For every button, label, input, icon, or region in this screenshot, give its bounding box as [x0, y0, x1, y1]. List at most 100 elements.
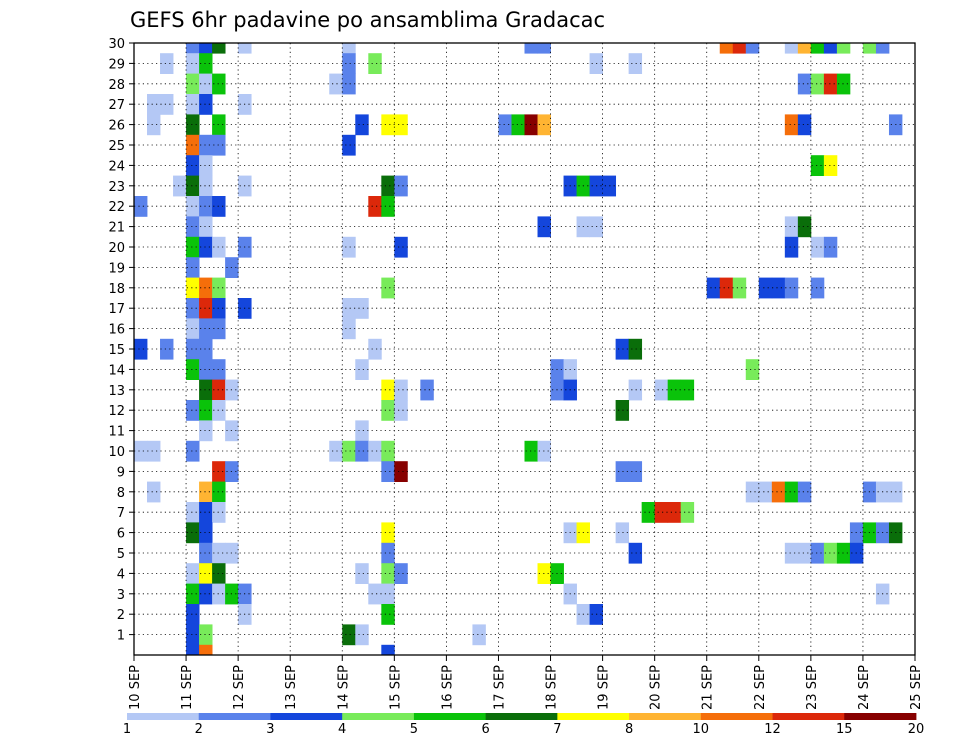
precip-cell-m5-19SEP-12 — [628, 542, 643, 564]
precip-cell-m5-22SEP-18 — [797, 542, 812, 564]
colorbar-swatch-3 — [270, 713, 343, 720]
colorbar-label: 15 — [836, 722, 853, 737]
precip-cell-m29-10SEP-12 — [160, 53, 174, 74]
precip-cell-m5-23SEP-6 — [823, 542, 838, 564]
precip-cell-m21-11SEP-0 — [186, 216, 200, 238]
precip-cell-m18-21SEP-0 — [706, 277, 721, 299]
x-tick-label: 23 SEP — [805, 665, 820, 710]
y-tick-label: 19 — [108, 261, 125, 276]
precip-cell-m21-11SEP-6 — [199, 216, 213, 238]
precip-cell-m5-14SEP-18 — [381, 542, 395, 564]
precip-cell-m1-11SEP-6 — [199, 624, 213, 646]
precip-cell-m10-11SEP-0 — [186, 440, 200, 462]
precip-cell-m21-22SEP-18 — [797, 216, 812, 238]
precip-cell-m30-24SEP-6 — [875, 43, 890, 54]
x-tick-label: 18 SEP — [545, 665, 560, 710]
colorbar-swatch-4 — [342, 713, 415, 720]
precip-cell-m8-22SEP-12 — [784, 481, 799, 503]
precip-cell-m23-11SEP-6 — [199, 175, 213, 197]
precip-cell-m28-13SEP-18 — [329, 73, 343, 95]
precip-cell-m22-10SEP-0 — [134, 196, 148, 217]
precip-cell-m6-14SEP-18 — [381, 522, 395, 544]
precip-cell-m24-11SEP-6 — [199, 155, 213, 176]
precip-cell-m12-11SEP-12 — [212, 400, 226, 421]
precip-cell-m23-10SEP-18 — [173, 175, 187, 197]
y-tick-label: 6 — [117, 527, 125, 542]
precip-cell-m14-11SEP-0 — [186, 359, 200, 380]
precip-cell-m2-11SEP-0 — [186, 604, 200, 625]
precip-cell-m30-12SEP-0 — [238, 43, 252, 54]
y-tick-label: 27 — [108, 98, 125, 113]
precip-cell-m28-14SEP-0 — [342, 73, 356, 95]
y-tick-label: 23 — [108, 180, 125, 195]
precip-cell-m4-11SEP-12 — [212, 563, 226, 584]
precip-cell-m12-15SEP-0 — [394, 400, 408, 421]
colorbar-label: 5 — [410, 722, 418, 737]
y-tick-label: 14 — [108, 363, 125, 378]
precip-cell-m20-23SEP-6 — [823, 236, 838, 258]
precip-cell-m5-23SEP-0 — [810, 542, 825, 564]
precip-cell-m13-20SEP-6 — [667, 379, 682, 401]
y-tick-label: 24 — [108, 159, 125, 174]
precip-cell-m7-20SEP-0 — [654, 502, 669, 523]
precip-cell-m4-11SEP-0 — [186, 563, 200, 584]
colorbar-label: 10 — [693, 722, 710, 737]
precip-cell-m0-14SEP-18 — [381, 644, 395, 656]
precip-cell-m18-21SEP-6 — [719, 277, 734, 299]
precip-cell-m18-21SEP-12 — [732, 277, 747, 299]
colorbar-swatch-7 — [557, 713, 630, 720]
precip-cell-m29-11SEP-6 — [199, 53, 213, 74]
x-tick-label: 20 SEP — [649, 665, 664, 710]
y-tick-label: 10 — [108, 445, 125, 460]
x-tick-label: 22 SEP — [753, 665, 768, 710]
x-tick-label: 19 SEP — [597, 665, 612, 710]
x-tick-label: 11 SEP — [180, 665, 195, 710]
precip-cell-m12-14SEP-18 — [381, 400, 395, 421]
precip-cell-m11-14SEP-6 — [355, 420, 369, 442]
precip-cell-m26-17SEP-6 — [511, 114, 525, 136]
colorbar-label: 3 — [266, 722, 274, 737]
precip-cell-m30-22SEP-18 — [797, 43, 812, 54]
precip-cell-m22-11SEP-6 — [199, 196, 213, 217]
x-tick-label: 21 SEP — [701, 665, 716, 710]
precip-cell-m28-11SEP-12 — [212, 73, 226, 95]
precip-cell-m19-11SEP-0 — [186, 257, 200, 278]
precip-cell-m13-20SEP-0 — [654, 379, 669, 401]
colorbar-label: 20 — [908, 722, 925, 737]
precip-cell-m3-11SEP-6 — [199, 583, 213, 605]
precip-cell-m9-19SEP-6 — [615, 461, 630, 482]
precip-cell-m26-17SEP-12 — [524, 114, 538, 136]
precip-cell-m30-11SEP-12 — [212, 43, 226, 54]
precip-cell-m6-11SEP-6 — [199, 522, 213, 544]
x-tick-label: 24 SEP — [857, 665, 872, 710]
x-tick-label: 15 SEP — [388, 665, 403, 710]
precip-cell-m5-22SEP-12 — [784, 542, 799, 564]
precip-cell-m15-19SEP-12 — [628, 338, 643, 360]
precip-cell-m18-11SEP-12 — [212, 277, 226, 299]
y-tick-label: 4 — [117, 567, 125, 582]
precip-cell-m3-11SEP-0 — [186, 583, 200, 605]
precip-cell-m9-19SEP-12 — [628, 461, 643, 482]
colorbar-label: 2 — [195, 722, 203, 737]
x-tick-label: 25 SEP — [909, 665, 924, 710]
precip-cell-m26-11SEP-0 — [186, 114, 200, 136]
precip-cell-m18-11SEP-6 — [199, 277, 213, 299]
precip-cell-m28-23SEP-0 — [810, 73, 825, 95]
precip-cell-m25-14SEP-0 — [342, 134, 356, 156]
precip-cell-m16-11SEP-0 — [186, 318, 200, 340]
precip-cell-m26-22SEP-12 — [784, 114, 799, 136]
x-axis: 10 SEP 11 SEP 12 SEP 13 SEP 14 SEP 15 SEP 16 S… — [128, 655, 924, 710]
precip-cell-m7-19SEP-18 — [641, 502, 656, 523]
y-tick-label: 16 — [108, 323, 125, 338]
y-tick-label: 12 — [108, 404, 125, 419]
precip-cell-m14-11SEP-12 — [212, 359, 226, 380]
precip-cell-m7-20SEP-6 — [667, 502, 682, 523]
colorbar-label: 4 — [338, 722, 346, 737]
y-tick-label: 21 — [108, 221, 125, 236]
precip-cell-m30-17SEP-12 — [524, 43, 538, 54]
precip-cell-m9-15SEP-0 — [394, 461, 408, 482]
colorbar-label: 1 — [123, 722, 131, 737]
y-tick-label: 5 — [117, 547, 125, 562]
gridlines — [134, 43, 915, 655]
y-tick-label: 7 — [117, 506, 125, 521]
